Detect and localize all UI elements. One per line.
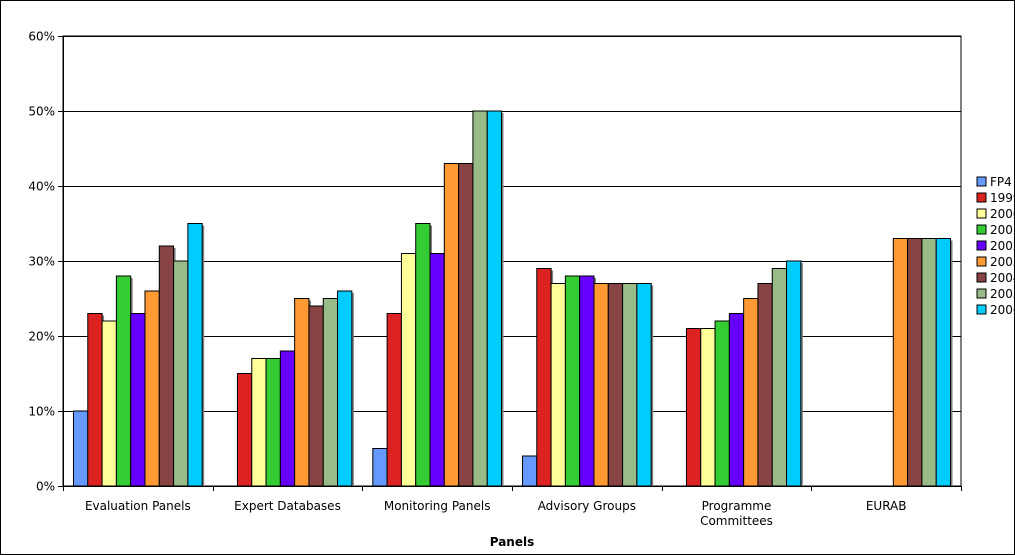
bar-2005-0: [173, 260, 189, 487]
bar-2005-3: [622, 283, 638, 487]
legend-swatch-FP4: [976, 176, 987, 187]
bar-2000-1: [251, 358, 267, 487]
bar-2001-2: [415, 223, 431, 487]
x-tick-label: Advisory Groups: [538, 499, 636, 513]
bar-2001-4: [714, 320, 730, 487]
bar-2000-3: [550, 283, 566, 487]
bar-2005-1: [322, 298, 339, 487]
legend-swatch-2003: [976, 256, 987, 267]
bar-2001-3: [564, 275, 581, 487]
bar-2003-4: [743, 298, 759, 487]
y-tick-label: 20%: [28, 330, 55, 344]
x-tick-label: Programme Committees: [700, 499, 773, 528]
x-tick-label: Monitoring Panels: [384, 499, 491, 513]
bar-2002-1: [279, 350, 296, 487]
bar-2000-0: [101, 320, 117, 487]
bars: [72, 110, 953, 487]
bar-1999-1: [236, 373, 253, 487]
bar-2003-2: [443, 163, 460, 487]
y-tick-label: 50%: [28, 105, 55, 119]
legend-label-2000: 2000: [990, 207, 1014, 221]
bar-2003-5: [892, 238, 909, 487]
bar-1999-2: [386, 313, 402, 487]
x-tick-label: Evaluation Panels: [85, 499, 191, 513]
y-tick-label: 0%: [36, 480, 55, 494]
y-tick-label: 30%: [28, 255, 55, 269]
legend-swatch-2004: [976, 272, 987, 283]
bar-2003-3: [593, 283, 609, 487]
bar-2006-3: [636, 283, 652, 487]
legend-swatch-1999: [976, 192, 987, 203]
bar-2001-1: [265, 358, 281, 487]
bar-2006-1: [337, 290, 353, 487]
bar-2006-4: [786, 260, 802, 487]
legend-label-2006: 2006: [990, 303, 1014, 317]
y-tick-label: 40%: [28, 180, 55, 194]
bar-2005-5: [921, 238, 937, 487]
bar-2002-4: [728, 313, 745, 487]
bar-2006-2: [486, 110, 503, 487]
bar-2004-3: [607, 283, 624, 487]
legend-swatch-2001: [976, 224, 987, 235]
bar-2001-0: [115, 275, 132, 487]
legend-swatch-2002: [976, 240, 987, 251]
legend-label-2005: 2005: [990, 287, 1014, 301]
bar-2006-5: [935, 238, 952, 487]
bar-2004-4: [757, 283, 773, 487]
bar-2004-5: [907, 238, 923, 487]
legend-label-2004: 2004: [990, 271, 1014, 285]
legend-swatch-2006: [976, 304, 987, 315]
x-tick-label: EURAB: [866, 499, 907, 513]
bar-1999-3: [536, 268, 552, 487]
bar-FP4-0: [72, 410, 89, 487]
bar-1999-0: [87, 313, 103, 487]
bar-2002-2: [429, 253, 445, 487]
bar-2002-3: [579, 275, 595, 487]
bar-2005-4: [771, 268, 788, 487]
x-tick-label: Expert Databases: [234, 499, 341, 513]
bar-2006-0: [187, 223, 203, 487]
bar-1999-4: [685, 328, 702, 487]
bar-2000-2: [400, 253, 417, 487]
bar-2004-2: [458, 163, 474, 487]
legend-label-2001: 2001: [990, 223, 1014, 237]
bar-2005-2: [472, 110, 488, 487]
bar-2003-1: [294, 298, 310, 487]
legend-label-2003: 2003: [990, 255, 1014, 269]
legend-label-1999: 1999: [990, 191, 1014, 205]
bar-2003-0: [144, 290, 160, 487]
legend-swatch-2000: [976, 208, 987, 219]
bar-2004-0: [158, 245, 175, 487]
axes: 0% 10% 20% 30% 40% 50% 60% Evaluation Panels Exp…: [28, 30, 962, 549]
bar-2004-1: [308, 305, 324, 487]
bar-FP4-3: [521, 455, 538, 487]
legend-swatch-2005: [976, 288, 987, 299]
bar-2002-0: [130, 313, 146, 487]
x-axis-title: Panels: [490, 535, 535, 549]
bar-2000-4: [700, 328, 716, 487]
y-tick-label: 60%: [28, 30, 55, 44]
bar-FP4-2: [372, 448, 388, 487]
legend-label-FP4: FP4: [990, 175, 1012, 189]
y-tick-label: 10%: [28, 405, 55, 419]
